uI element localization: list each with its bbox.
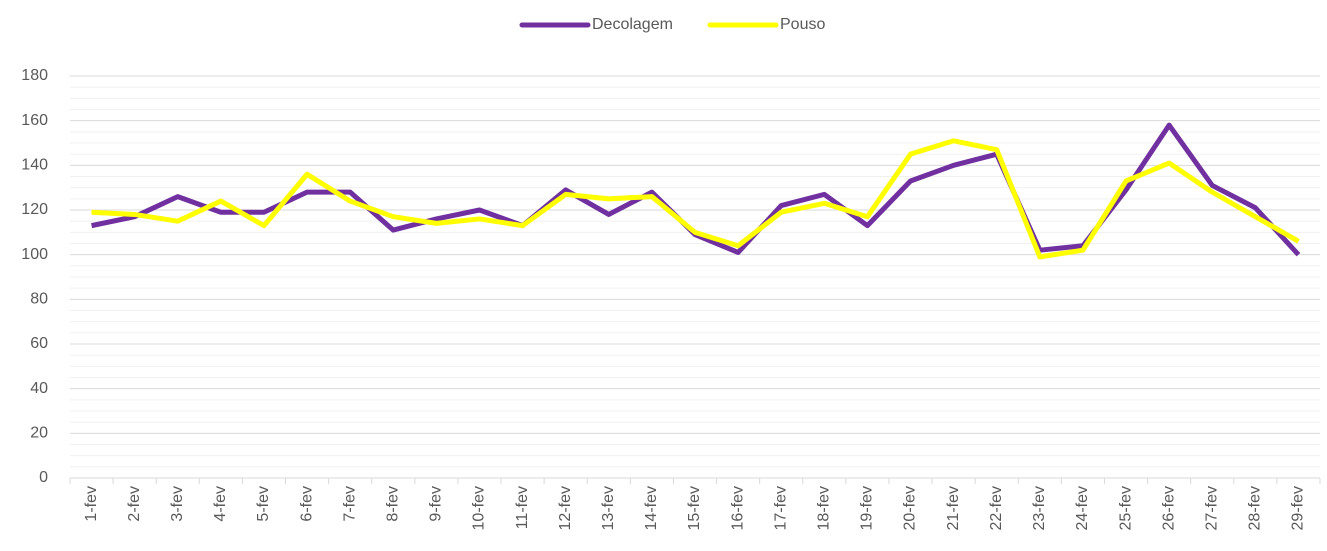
y-tick-label: 0 <box>39 469 48 486</box>
x-tick-label: 18-fev <box>816 486 833 530</box>
legend-label: Pouso <box>780 16 825 33</box>
x-tick-label: 4-fev <box>212 486 229 522</box>
x-tick-label: 26-fev <box>1160 486 1177 530</box>
x-tick-label: 20-fev <box>902 486 919 530</box>
y-tick-label: 180 <box>21 67 48 84</box>
y-tick-label: 40 <box>30 380 48 397</box>
x-tick-label: 15-fev <box>686 486 703 530</box>
x-tick-label: 13-fev <box>600 486 617 530</box>
y-tick-label: 120 <box>21 201 48 218</box>
x-tick-label: 27-fev <box>1203 486 1220 530</box>
x-tick-label: 29-fev <box>1290 486 1307 530</box>
x-tick-label: 23-fev <box>1031 486 1048 530</box>
y-tick-label: 100 <box>21 246 48 263</box>
x-tick-label: 10-fev <box>471 486 488 530</box>
x-tick-label: 11-fev <box>514 486 531 529</box>
legend-label: Decolagem <box>592 16 673 33</box>
x-tick-label: 22-fev <box>988 486 1005 530</box>
x-tick-label: 5-fev <box>255 486 272 522</box>
x-tick-label: 9-fev <box>428 486 445 522</box>
y-tick-label: 60 <box>30 335 48 352</box>
x-tick-label: 24-fev <box>1074 486 1091 530</box>
x-tick-label: 14-fev <box>643 486 660 530</box>
y-tick-label: 20 <box>30 425 48 442</box>
x-tick-label: 8-fev <box>384 486 401 522</box>
x-tick-label: 16-fev <box>729 486 746 530</box>
x-tick-label: 6-fev <box>298 486 315 522</box>
x-tick-label: 25-fev <box>1117 486 1134 530</box>
x-tick-label: 17-fev <box>772 486 789 530</box>
x-tick-label: 21-fev <box>945 486 962 530</box>
x-tick-label: 2-fev <box>126 486 143 522</box>
y-tick-label: 160 <box>21 112 48 129</box>
x-tick-label: 19-fev <box>859 486 876 530</box>
x-tick-label: 7-fev <box>341 486 358 522</box>
line-series <box>91 122 1301 257</box>
x-tick-label: 3-fev <box>169 486 186 522</box>
x-tick-label: 28-fev <box>1247 486 1264 530</box>
y-tick-label: 80 <box>30 291 48 308</box>
x-tick-label: 1-fev <box>83 486 100 522</box>
y-tick-label: 140 <box>21 157 48 174</box>
line-series <box>91 138 1300 260</box>
x-tick-label: 12-fev <box>557 486 574 530</box>
